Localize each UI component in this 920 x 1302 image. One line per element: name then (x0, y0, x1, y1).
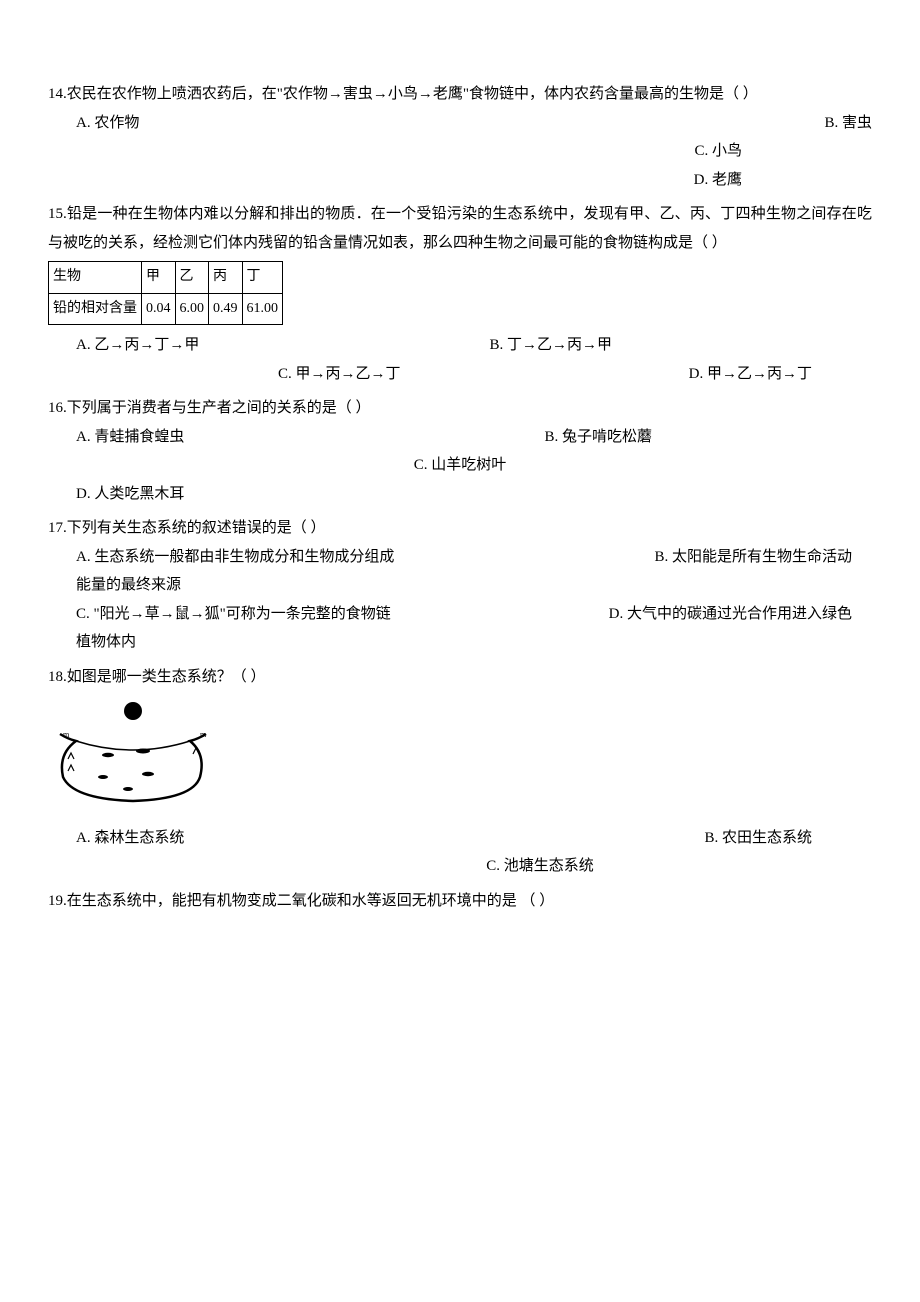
question-14: 14.农民在农作物上喷洒农药后，在"农作物→害虫→小鸟→老鹰"食物链中，体内农药… (48, 80, 872, 194)
q16-option-d: D. 人类吃黑木耳 (76, 480, 184, 509)
q15-val-3: 61.00 (242, 293, 283, 325)
q16-row-ab: A. 青蛙捕食蝗虫 B. 兔子啃吃松蘑 (48, 423, 872, 452)
q18-row-ab: A. 森林生态系统 B. 农田生态系统 (48, 824, 872, 853)
svg-text:m: m (63, 730, 70, 739)
q18-figure: m m (48, 699, 872, 820)
svg-text:m: m (200, 730, 207, 739)
question-15: 15.铅是一种在生物体内难以分解和排出的物质．在一个受铅污染的生态系统中，发现有… (48, 200, 872, 388)
q14-option-c: C. 小鸟 (694, 137, 742, 166)
q17-row-b2: 能量的最终来源 (48, 571, 872, 600)
q17-option-d: D. 大气中的碳通过光合作用进入绿色 (609, 600, 852, 629)
question-18: 18.如图是哪一类生态系统？（ ） m m A. 森林生态系统 B. 农田生态系… (48, 663, 872, 881)
q14-option-d: D. 老鹰 (694, 166, 742, 195)
q14-text: 14.农民在农作物上喷洒农药后，在"农作物→害虫→小鸟→老鹰"食物链中，体内农药… (48, 80, 872, 109)
q17-option-b: B. 太阳能是所有生物生命活动 (654, 543, 852, 572)
q16-option-c: C. 山羊吃树叶 (414, 451, 507, 480)
q18-text: 18.如图是哪一类生态系统？（ ） (48, 663, 872, 692)
q15-option-b: B. 丁→乙→丙→甲 (489, 331, 612, 360)
q15-option-a: A. 乙→丙→丁→甲 (76, 331, 199, 360)
q15-row-cd: C. 甲→丙→乙→丁 D. 甲→乙→丙→丁 (48, 360, 872, 389)
q16-row-c: C. 山羊吃树叶 (48, 451, 872, 480)
q15-th-0: 生物 (49, 262, 142, 294)
q17-row-d2: 植物体内 (48, 628, 872, 657)
q17-option-c: C. "阳光→草→鼠→狐"可称为一条完整的食物链 (76, 600, 391, 629)
table-row: 铅的相对含量 0.04 6.00 0.49 61.00 (49, 293, 283, 325)
q18-row-c: C. 池塘生态系统 (48, 852, 872, 881)
q15-th-2: 乙 (175, 262, 209, 294)
q15-option-d: D. 甲→乙→丙→丁 (689, 360, 812, 389)
q15-val-1: 6.00 (175, 293, 209, 325)
pond-ecosystem-icon: m m (48, 699, 218, 809)
q16-text: 16.下列属于消费者与生产者之间的关系的是（ ） (48, 394, 872, 423)
q17-text: 17.下列有关生态系统的叙述错误的是（ ） (48, 514, 872, 543)
q17-row-cd: C. "阳光→草→鼠→狐"可称为一条完整的食物链 D. 大气中的碳通过光合作用进… (48, 600, 872, 629)
q15-val-2: 0.49 (209, 293, 243, 325)
q17-option-a: A. 生态系统一般都由非生物成分和生物成分组成 (76, 543, 394, 572)
q18-option-a: A. 森林生态系统 (76, 824, 184, 853)
q16-row-d: D. 人类吃黑木耳 (48, 480, 872, 509)
q17-option-d2: 植物体内 (76, 634, 136, 650)
q14-row-ab: A. 农作物 B. 害虫 (48, 109, 872, 138)
q15-option-c: C. 甲→丙→乙→丁 (278, 360, 401, 389)
q15-text: 15.铅是一种在生物体内难以分解和排出的物质．在一个受铅污染的生态系统中，发现有… (48, 200, 872, 257)
q14-row-c: C. 小鸟 (48, 137, 872, 166)
q14-row-d: D. 老鹰 (48, 166, 872, 195)
q16-option-b: B. 兔子啃吃松蘑 (544, 423, 652, 452)
q15-table: 生物 甲 乙 丙 丁 铅的相对含量 0.04 6.00 0.49 61.00 (48, 261, 283, 325)
q14-option-a: A. 农作物 (76, 109, 139, 138)
q15-th-3: 丙 (209, 262, 243, 294)
q14-option-b: B. 害虫 (824, 109, 872, 138)
table-row: 生物 甲 乙 丙 丁 (49, 262, 283, 294)
question-19: 19.在生态系统中，能把有机物变成二氧化碳和水等返回无机环境中的是 （ ） (48, 887, 872, 916)
q19-text: 19.在生态系统中，能把有机物变成二氧化碳和水等返回无机环境中的是 （ ） (48, 887, 872, 916)
q15-th-1: 甲 (142, 262, 176, 294)
q15-val-0: 0.04 (142, 293, 176, 325)
q18-option-c: C. 池塘生态系统 (486, 852, 594, 881)
q17-row-ab: A. 生态系统一般都由非生物成分和生物成分组成 B. 太阳能是所有生物生命活动 (48, 543, 872, 572)
q18-option-b: B. 农田生态系统 (704, 824, 812, 853)
q15-row-ab: A. 乙→丙→丁→甲 B. 丁→乙→丙→甲 (48, 331, 872, 360)
q15-row-label: 铅的相对含量 (49, 293, 142, 325)
question-16: 16.下列属于消费者与生产者之间的关系的是（ ） A. 青蛙捕食蝗虫 B. 兔子… (48, 394, 872, 508)
q15-th-4: 丁 (242, 262, 283, 294)
q16-option-a: A. 青蛙捕食蝗虫 (76, 423, 184, 452)
q17-option-b2: 能量的最终来源 (76, 577, 181, 593)
question-17: 17.下列有关生态系统的叙述错误的是（ ） A. 生态系统一般都由非生物成分和生… (48, 514, 872, 657)
